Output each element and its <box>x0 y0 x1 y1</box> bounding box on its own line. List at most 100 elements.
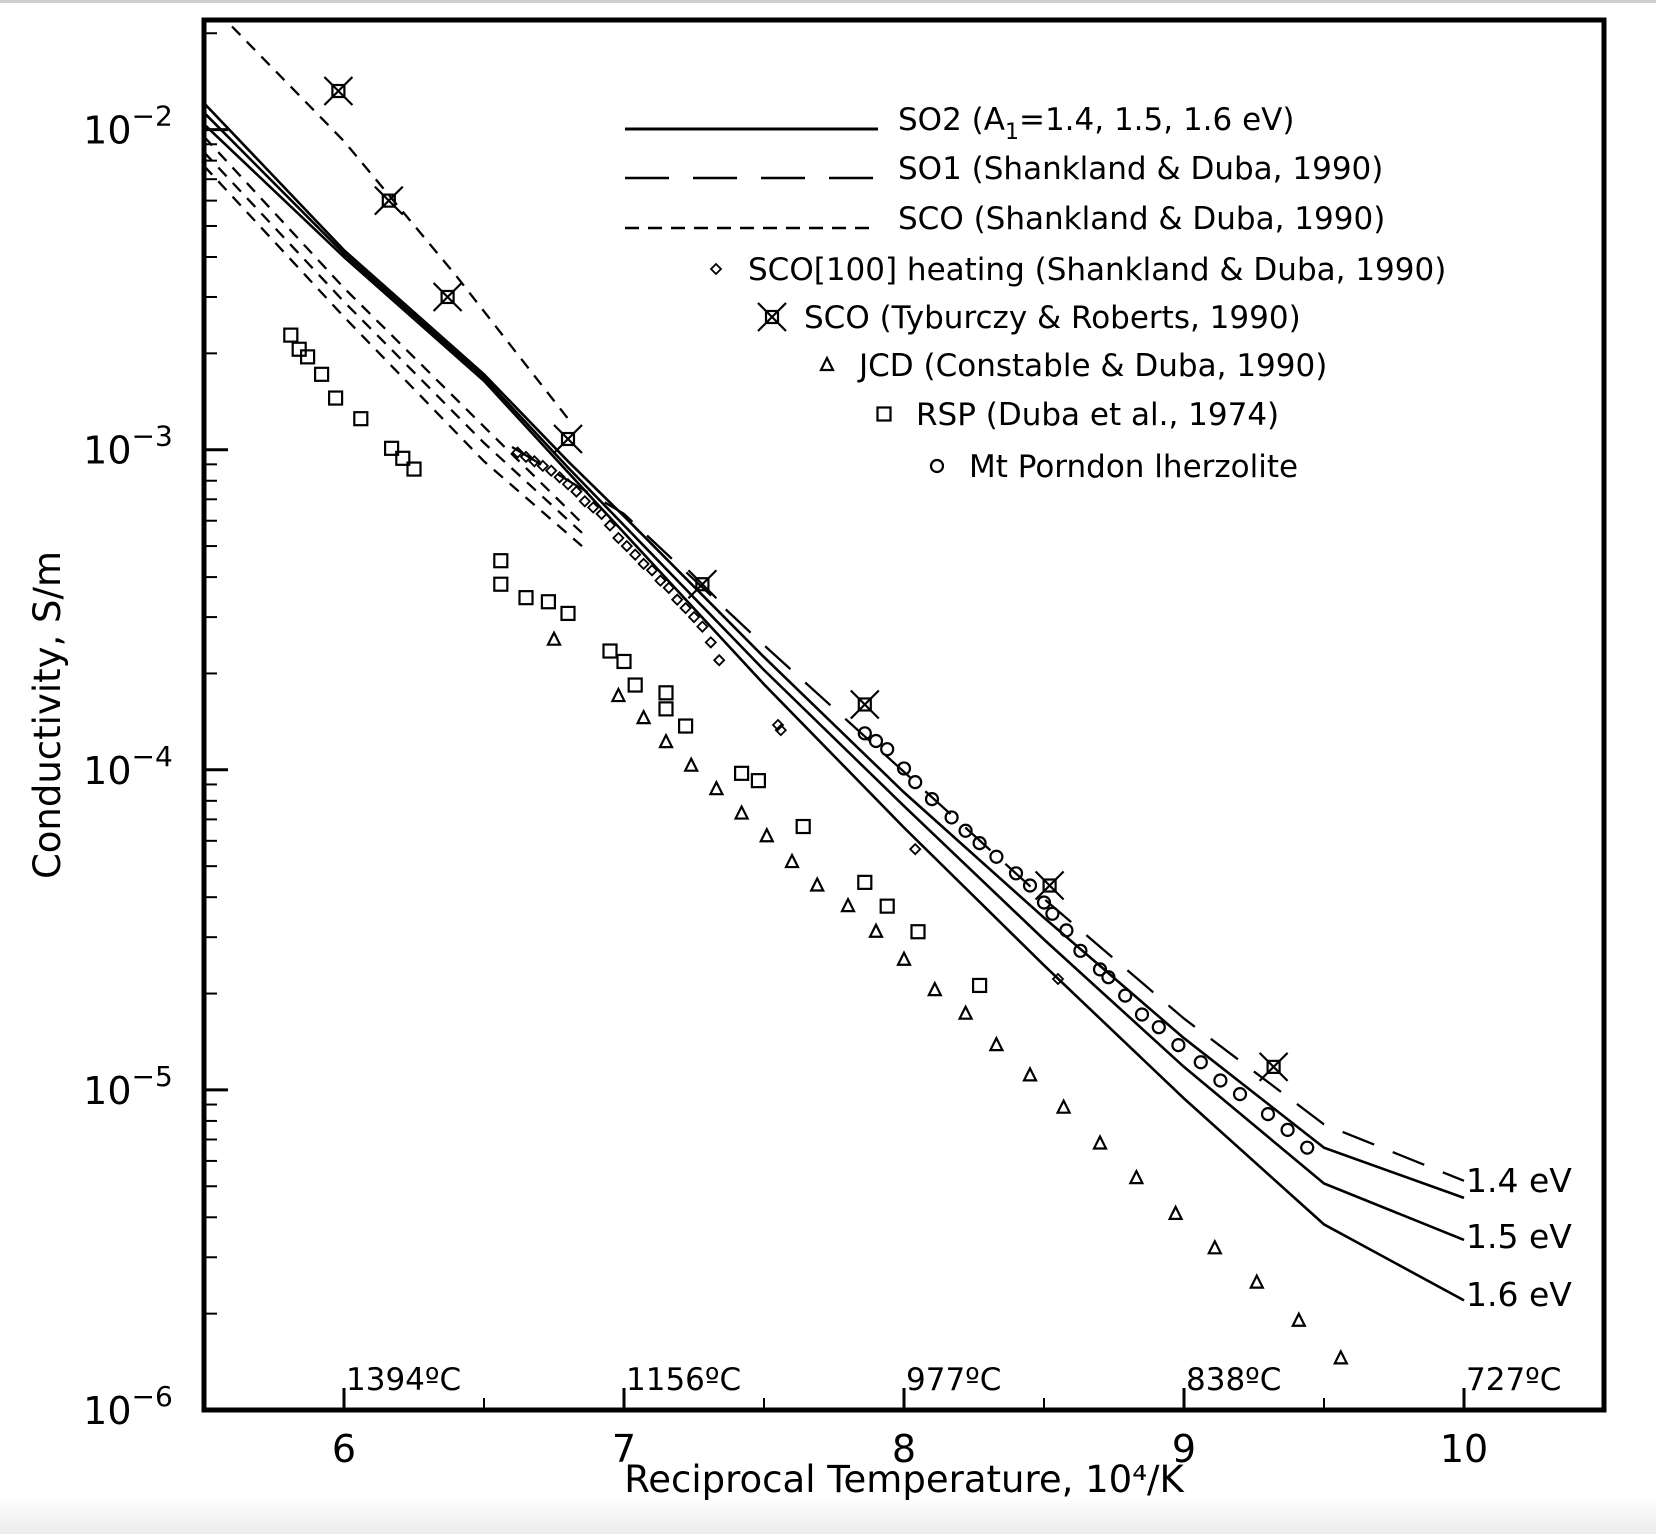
square-marker <box>658 685 674 701</box>
square-marker <box>971 977 988 994</box>
square-shape <box>384 440 400 456</box>
diamond-shape <box>712 653 726 667</box>
starbox-square <box>381 193 396 208</box>
axis-ticks <box>204 32 1466 1412</box>
square-marker <box>627 677 643 693</box>
y-tick-label: 10−5 <box>83 1060 173 1113</box>
diamond-shape <box>687 610 701 624</box>
square-shape <box>300 349 316 365</box>
diamond-shape <box>1051 972 1065 986</box>
triangle-marker <box>1167 1204 1184 1220</box>
square-marker <box>395 450 411 466</box>
triangle-marker <box>1333 1348 1349 1365</box>
circle-marker <box>972 836 987 851</box>
square-marker <box>857 874 873 890</box>
circle-marker <box>1171 1038 1186 1053</box>
diamond-shape <box>544 464 558 477</box>
legend-label: Mt Porndon lherzolite <box>969 449 1298 485</box>
circle-shape <box>944 810 959 825</box>
square-shape <box>733 765 750 781</box>
circle-shape <box>1008 866 1024 881</box>
circle-marker <box>1073 943 1088 958</box>
diamond-shape <box>612 531 625 545</box>
triangle-shape <box>708 779 725 796</box>
circle-marker <box>868 733 884 749</box>
diamond-marker <box>561 477 575 491</box>
triangle-shape <box>1092 1134 1108 1150</box>
legend-label: SCO (Shankland & Duba, 1990) <box>898 201 1385 237</box>
square-shape <box>518 590 534 606</box>
circle-shape <box>972 836 987 851</box>
square-shape <box>677 718 694 734</box>
circle-shape <box>1045 906 1060 921</box>
diamond-marker <box>908 842 922 856</box>
circle-marker <box>1193 1055 1208 1070</box>
line-shortdash <box>204 165 583 547</box>
circle-shape <box>880 742 895 757</box>
line-shortdash <box>204 135 583 524</box>
triangle-marker <box>683 756 699 772</box>
square-marker <box>291 341 307 357</box>
square-marker <box>616 653 632 670</box>
y-tick-label: 10−2 <box>83 100 173 153</box>
circle-shape <box>857 726 872 741</box>
triangle-shape <box>1128 1168 1145 1185</box>
triangle-shape <box>1167 1204 1184 1220</box>
square-marker <box>540 594 557 610</box>
diamond-shape <box>511 446 524 459</box>
triangle-marker <box>708 779 725 796</box>
triangle-shape <box>1022 1065 1038 1082</box>
starbox-square <box>1042 878 1057 893</box>
circle-shape <box>1260 1107 1276 1122</box>
square-shape <box>627 677 643 693</box>
square-marker <box>353 411 369 427</box>
triangle-marker <box>1249 1273 1265 1289</box>
diamond-marker <box>578 495 592 508</box>
triangle-shape <box>819 355 835 372</box>
square-shape <box>493 553 509 569</box>
diamond-marker <box>544 464 558 477</box>
starbox-marker <box>553 424 583 454</box>
square-shape <box>616 653 632 670</box>
line-shortdash <box>204 151 583 534</box>
starbox-marker <box>1258 1052 1289 1082</box>
diamond-shape <box>771 718 785 732</box>
square-marker <box>300 349 316 365</box>
y-tick-label: 10−4 <box>83 740 173 793</box>
circle-marker <box>1300 1140 1315 1155</box>
square-shape <box>328 390 344 406</box>
line-solid <box>204 123 1465 1302</box>
window-bottom-edge <box>0 1496 1656 1534</box>
window-top-edge <box>0 0 1656 3</box>
square-marker <box>328 390 344 406</box>
x-tick-label: 9 <box>1172 1427 1196 1471</box>
triangle-shape <box>683 756 699 772</box>
diamond-shape <box>561 477 575 491</box>
triangle-shape <box>868 922 884 938</box>
circle-marker <box>1101 970 1116 985</box>
triangle-marker <box>1092 1134 1108 1150</box>
circle-shape <box>1059 923 1074 938</box>
square-marker <box>560 605 576 622</box>
legend-label: SO1 (Shankland & Duba, 1990) <box>898 151 1383 187</box>
circle-shape <box>1171 1038 1186 1053</box>
square-marker <box>677 718 694 734</box>
line-longdash <box>511 446 1465 1182</box>
diamond-marker <box>570 485 583 498</box>
circle-shape <box>1036 895 1052 910</box>
circle-shape <box>924 791 940 807</box>
legend: SO2 (A1=1.4, 1.5, 1.6 eV) SO1 (Shankland … <box>625 102 1446 485</box>
starbox-cross <box>553 424 583 454</box>
data-markers <box>283 76 1349 1365</box>
line-shortdash <box>231 25 569 420</box>
legend-diamond-marker <box>709 262 723 276</box>
y-tick-label: 10−6 <box>83 1380 173 1433</box>
triangle-marker <box>610 686 627 703</box>
triangle-marker <box>658 732 674 749</box>
starbox-marker <box>850 689 880 720</box>
triangle-shape <box>546 630 562 646</box>
circle-shape <box>868 733 884 749</box>
triangle-shape <box>733 804 750 820</box>
circle-marker <box>1280 1122 1295 1137</box>
ev-label: 1.4 eV <box>1466 1161 1572 1200</box>
